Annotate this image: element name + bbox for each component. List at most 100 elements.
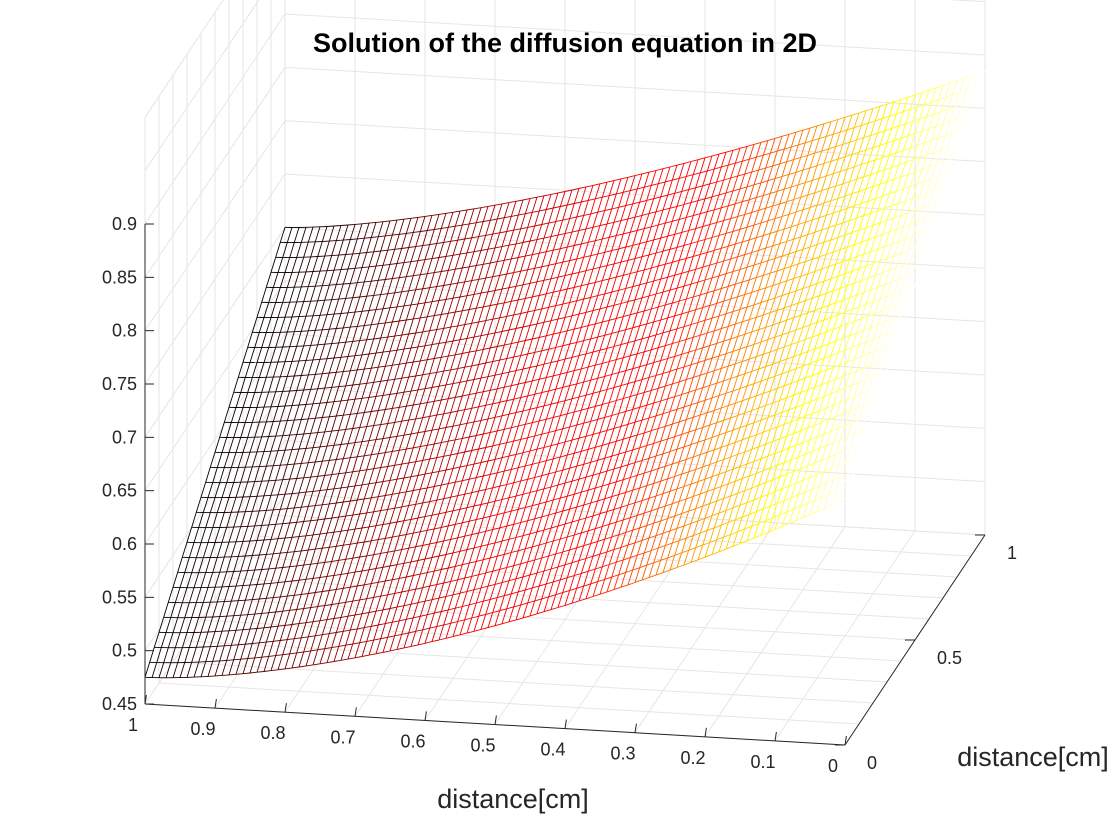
mesh-line [746,264,755,268]
mesh-line [844,347,853,351]
mesh-line [513,355,521,358]
mesh-line [753,262,762,266]
mesh-line [564,273,573,277]
mesh-line [924,140,932,144]
mesh-line [546,581,554,585]
mesh-line [438,554,447,557]
mesh-line [847,358,855,363]
mesh-line [917,180,925,185]
mesh-line [746,422,755,426]
mesh-line [368,482,377,485]
mesh-line [238,643,246,646]
mesh-line [315,285,323,287]
mesh-line [452,210,461,213]
mesh-line [445,468,454,471]
mesh-line [441,483,449,486]
mesh-line [723,298,731,302]
gridline [144,120,286,331]
mesh-line [588,405,596,409]
mesh-line [611,372,619,375]
mesh-line [613,178,622,182]
mesh-line [695,544,703,549]
mesh-line [317,605,325,608]
mesh-line [693,374,701,378]
mesh-line [564,315,573,318]
mesh-line [798,182,806,186]
x-tick [704,727,707,737]
mesh-line [718,151,727,155]
mesh-line [555,469,563,473]
mesh-line [396,391,405,394]
mesh-line [798,377,806,382]
mesh-line [324,647,332,650]
mesh-line [588,323,596,327]
mesh-line [599,470,608,474]
mesh-line [492,610,500,614]
mesh-line [707,168,715,172]
mesh-line [543,193,552,197]
mesh-line [413,403,421,406]
mesh-line [632,201,640,205]
mesh-line [907,133,916,137]
mesh-line [924,101,932,106]
mesh-line [653,237,661,241]
mesh-line [375,351,384,354]
mesh-line [637,432,645,436]
mesh-line [291,492,300,495]
mesh-line [809,165,818,169]
mesh-line [868,350,876,355]
mesh-line [737,451,745,455]
mesh-line [868,274,876,279]
mesh-line [532,294,540,298]
mesh-line [854,241,862,246]
mesh-line [315,591,323,593]
mesh-line [616,191,624,195]
mesh-line [345,253,353,255]
mesh-line [882,344,890,349]
mesh-line [310,562,318,565]
mesh-line [826,251,834,255]
mesh-line [814,345,822,350]
mesh-line [637,351,645,355]
mesh-line [847,396,855,401]
mesh-line [821,343,829,347]
mesh-line [504,343,512,346]
mesh-line [711,434,720,438]
mesh-line [497,302,505,305]
mesh-line [450,495,458,498]
mesh-line [434,314,442,317]
mesh-line [602,442,610,446]
mesh-line [767,336,776,341]
mesh-line [898,200,906,204]
mesh-line [380,466,388,469]
mesh-line [954,141,962,146]
mesh-line [329,284,337,286]
mesh-line [884,356,892,361]
mesh-line [553,579,561,583]
mesh-line [441,312,449,315]
mesh-line [431,428,440,431]
mesh-line [851,344,860,349]
mesh-line [588,487,596,491]
mesh-line [770,230,778,234]
mesh-line [420,230,428,232]
mesh-line [779,201,787,205]
mesh-line [557,523,566,527]
mesh-line [389,606,398,609]
mesh-line [756,274,764,279]
mesh-line [266,509,274,511]
gridline [144,440,286,651]
mesh-line [483,557,491,561]
mesh-line [609,359,617,362]
mesh-line [436,285,444,288]
mesh-line [823,505,832,510]
mesh-line [567,245,575,248]
mesh-line [305,403,314,405]
mesh-line [501,580,510,584]
mesh-line [343,457,351,460]
mesh-line [296,608,304,610]
mesh-line [385,321,393,324]
mesh-line [651,265,659,269]
mesh-line [655,453,664,457]
mesh-line [686,376,694,381]
